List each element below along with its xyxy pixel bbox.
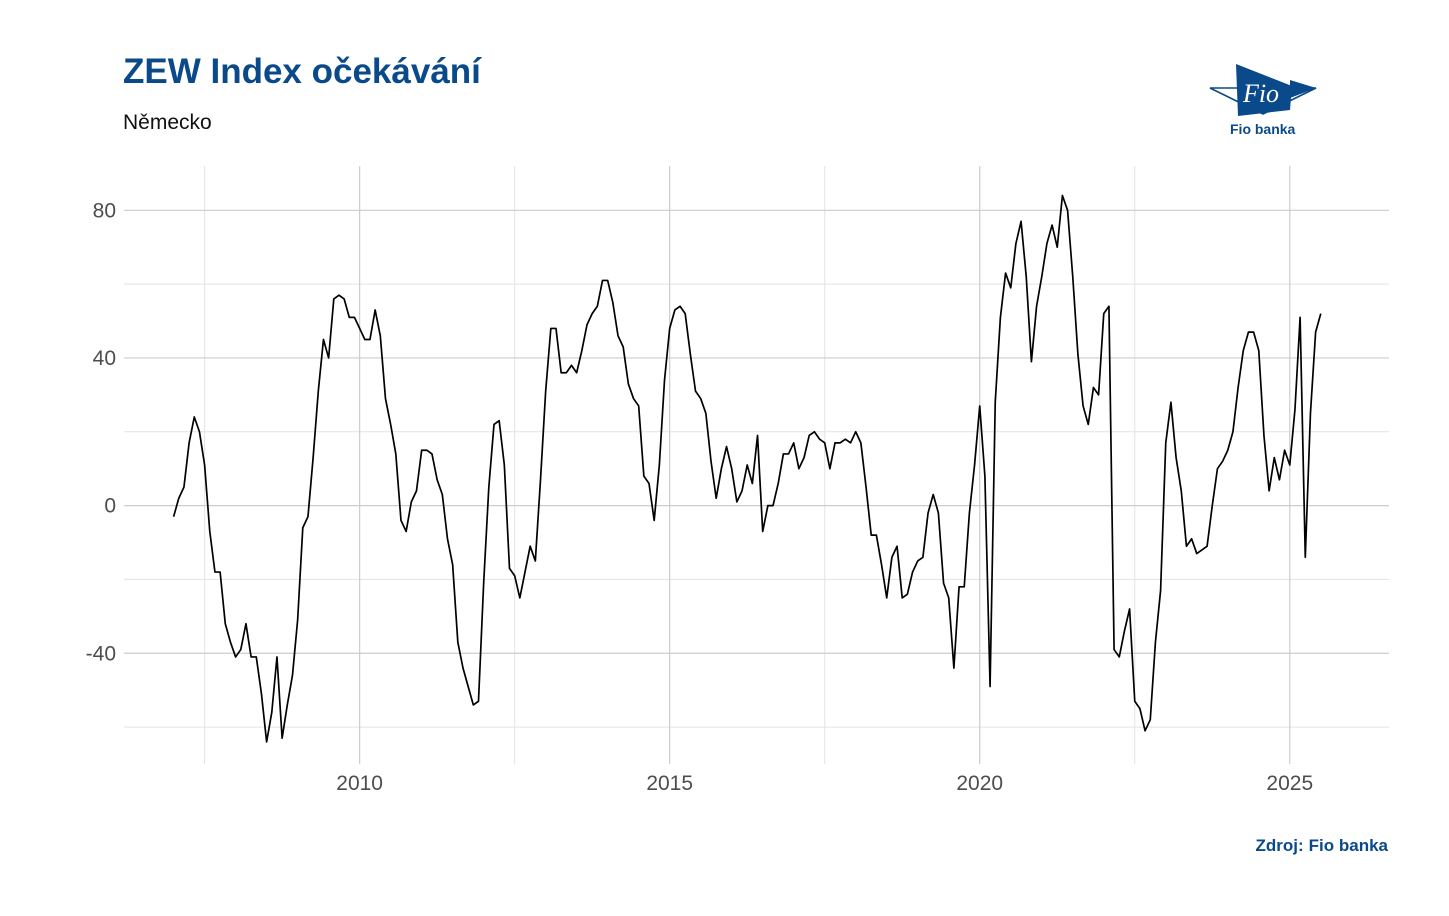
- y-tick-label: -40: [86, 642, 116, 665]
- x-tick-label: 2010: [336, 772, 383, 795]
- x-tick-label: 2020: [956, 772, 1003, 795]
- chart-title: ZEW Index očekávání: [123, 52, 481, 91]
- minor-gridlines: [124, 166, 1389, 764]
- logo-mark-text: Fio: [1242, 79, 1279, 108]
- y-tick-label: 0: [104, 495, 116, 518]
- x-tick-label: 2025: [1266, 772, 1313, 795]
- x-tick-label: 2015: [646, 772, 693, 795]
- y-axis-tick-labels: -40 0 40 80: [86, 199, 116, 665]
- logo-caption: Fio banka: [1230, 121, 1296, 137]
- series-line: [172, 194, 1322, 743]
- series-group: [172, 194, 1322, 743]
- chart-subtitle: Německo: [123, 111, 212, 134]
- source-label: Zdroj:: [1255, 836, 1304, 855]
- y-tick-label: 80: [93, 199, 116, 222]
- x-axis-tick-labels: 2010 2015 2020 2025: [336, 772, 1313, 795]
- source-note: Zdroj: Fio banka: [1255, 836, 1388, 856]
- y-tick-label: 40: [93, 347, 116, 370]
- fio-banka-logo-icon: Fio: [1209, 64, 1317, 116]
- source-value: Fio banka: [1308, 836, 1388, 855]
- major-gridlines: [124, 166, 1389, 764]
